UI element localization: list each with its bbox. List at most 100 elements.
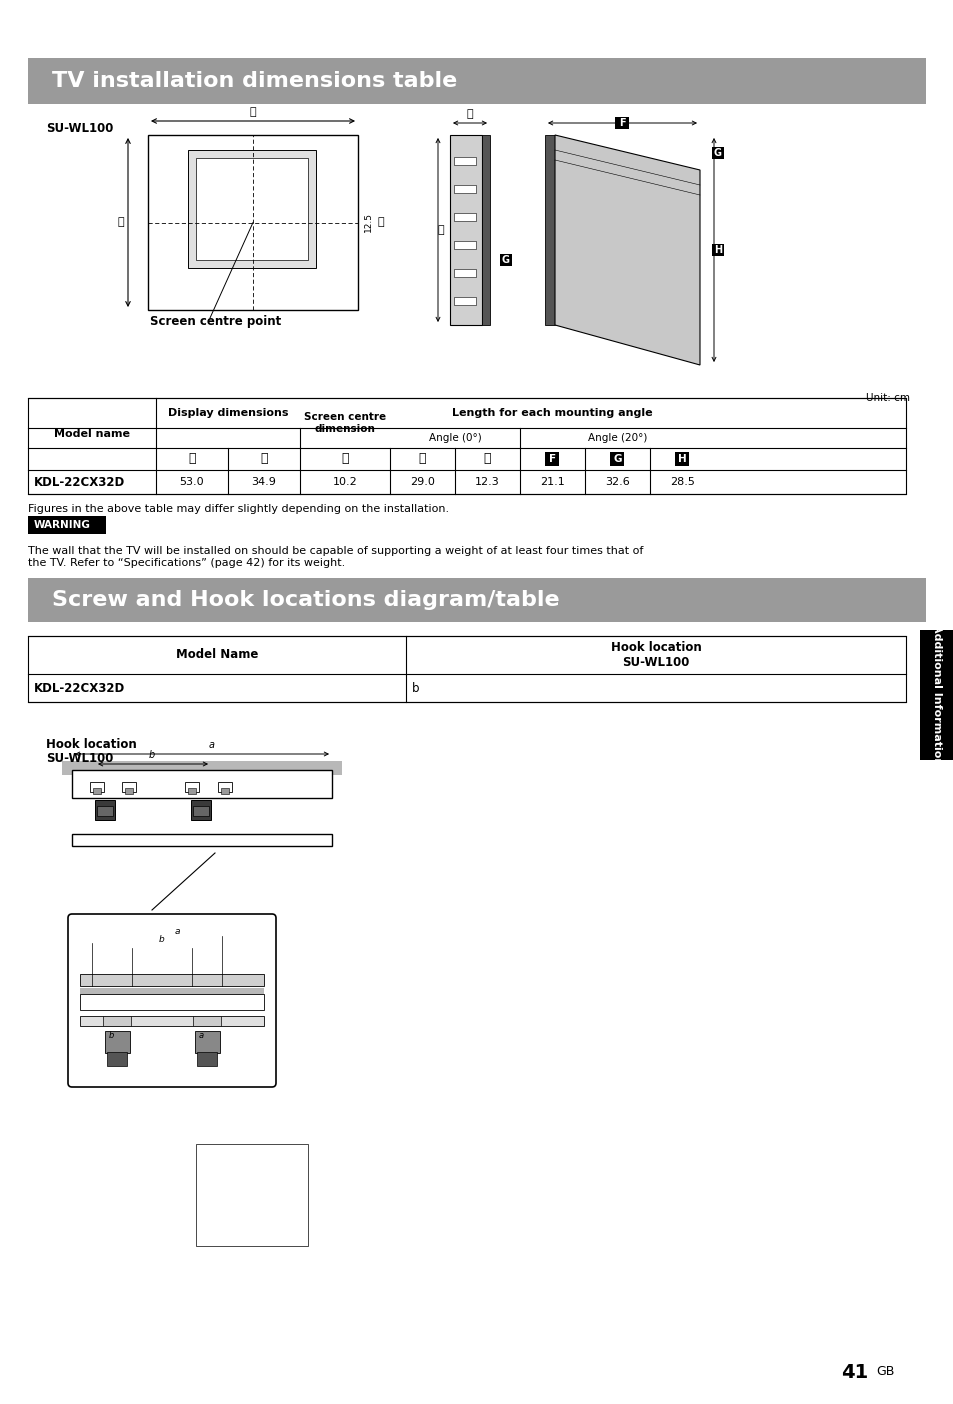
Text: a: a (209, 740, 214, 750)
Bar (919, 630, 953, 760)
Text: WARNING: WARNING (34, 519, 91, 529)
Bar (71, 769, 332, 797)
Bar (544, 135, 555, 324)
Bar (90, 782, 104, 792)
Text: Display dimensions: Display dimensions (168, 409, 288, 418)
Text: 41: 41 (840, 1363, 867, 1382)
Bar (454, 213, 476, 220)
Bar (80, 994, 264, 1009)
Bar (193, 806, 209, 816)
Text: Ⓑ: Ⓑ (260, 452, 268, 466)
Text: ⓓ: ⓓ (418, 452, 426, 466)
Text: 12.3: 12.3 (475, 477, 499, 487)
Text: Screen centre point: Screen centre point (150, 314, 281, 329)
Text: G: G (613, 453, 621, 463)
Text: Ⓒ: Ⓒ (341, 452, 349, 466)
Text: 53.0: 53.0 (179, 477, 204, 487)
Text: H: H (713, 246, 721, 256)
Text: Length for each mounting angle: Length for each mounting angle (452, 409, 652, 418)
Bar (675, 452, 689, 466)
Text: ⓔ: ⓔ (483, 452, 491, 466)
Bar (185, 782, 199, 792)
Text: KDL-22CX32D: KDL-22CX32D (34, 681, 125, 695)
Bar (122, 782, 136, 792)
Text: Figures in the above table may differ slightly depending on the installation.: Figures in the above table may differ sl… (28, 504, 449, 514)
Bar (191, 800, 211, 820)
Text: 21.1: 21.1 (539, 477, 564, 487)
Text: TV installation dimensions table: TV installation dimensions table (52, 72, 456, 91)
Text: Hook location: Hook location (46, 739, 136, 751)
Text: b: b (149, 750, 155, 760)
Bar (450, 135, 481, 324)
Text: 28.5: 28.5 (669, 477, 694, 487)
Text: 32.6: 32.6 (604, 477, 629, 487)
Text: Screw and Hook locations diagram/table: Screw and Hook locations diagram/table (52, 590, 559, 609)
Bar (454, 270, 476, 277)
Bar (454, 241, 476, 249)
Text: KDL-22CX32D: KDL-22CX32D (34, 476, 125, 489)
Bar (80, 1016, 264, 1026)
Bar (218, 782, 232, 792)
Text: Additional Information: Additional Information (931, 625, 941, 765)
Bar (481, 135, 490, 324)
Text: G: G (501, 256, 510, 265)
Text: Model name: Model name (54, 430, 130, 439)
Bar (615, 117, 629, 129)
Text: b: b (159, 935, 165, 945)
Bar (71, 834, 332, 847)
Bar (62, 761, 341, 775)
Bar (196, 1052, 216, 1066)
Text: 10.2: 10.2 (333, 477, 357, 487)
Bar (194, 1031, 220, 1053)
Text: Hook location
SU-WL100: Hook location SU-WL100 (610, 642, 700, 668)
Text: G: G (713, 147, 721, 159)
Polygon shape (555, 135, 700, 365)
Bar (221, 788, 229, 795)
Bar (454, 185, 476, 192)
Bar (97, 806, 112, 816)
Bar (105, 1031, 130, 1053)
Bar (454, 298, 476, 305)
Text: F: F (618, 118, 625, 128)
Text: F: F (548, 453, 556, 463)
Text: Screen centre
dimension: Screen centre dimension (304, 413, 386, 434)
Bar (28, 578, 925, 622)
Bar (193, 1016, 221, 1026)
Text: ⒠: ⒠ (188, 452, 195, 466)
Text: ⒠: ⒠ (250, 107, 256, 117)
Bar (195, 159, 308, 260)
Text: b: b (412, 681, 419, 695)
Text: H: H (678, 453, 686, 463)
Text: GB: GB (875, 1365, 893, 1377)
Text: The wall that the TV will be installed on should be capable of supporting a weig: The wall that the TV will be installed o… (28, 546, 642, 567)
Bar (103, 1016, 131, 1026)
Text: Angle (20°): Angle (20°) (587, 432, 646, 444)
Bar (148, 135, 357, 310)
Bar (95, 800, 115, 820)
FancyBboxPatch shape (68, 914, 275, 1087)
Text: ⓓ: ⓓ (436, 225, 443, 234)
Bar (545, 452, 558, 466)
Bar (107, 1052, 127, 1066)
Bar (610, 452, 624, 466)
Text: SU-WL100: SU-WL100 (46, 753, 113, 765)
Bar (28, 397, 905, 494)
Text: 34.9: 34.9 (252, 477, 276, 487)
Text: Ⓒ: Ⓒ (377, 218, 384, 227)
Bar (188, 788, 195, 795)
Text: a: a (199, 1032, 204, 1040)
Bar (92, 788, 101, 795)
Bar (28, 517, 106, 534)
Bar (454, 157, 476, 166)
Text: Unit: cm: Unit: cm (865, 393, 909, 403)
Text: SU-WL100: SU-WL100 (46, 122, 113, 135)
Bar (711, 244, 723, 256)
Bar (125, 788, 132, 795)
Text: 29.0: 29.0 (410, 477, 435, 487)
Bar (80, 974, 264, 986)
Text: a: a (174, 928, 179, 936)
Text: Angle (0°): Angle (0°) (428, 432, 481, 444)
Bar (28, 636, 905, 702)
Bar (499, 254, 512, 265)
Text: Ⓑ: Ⓑ (117, 218, 124, 227)
